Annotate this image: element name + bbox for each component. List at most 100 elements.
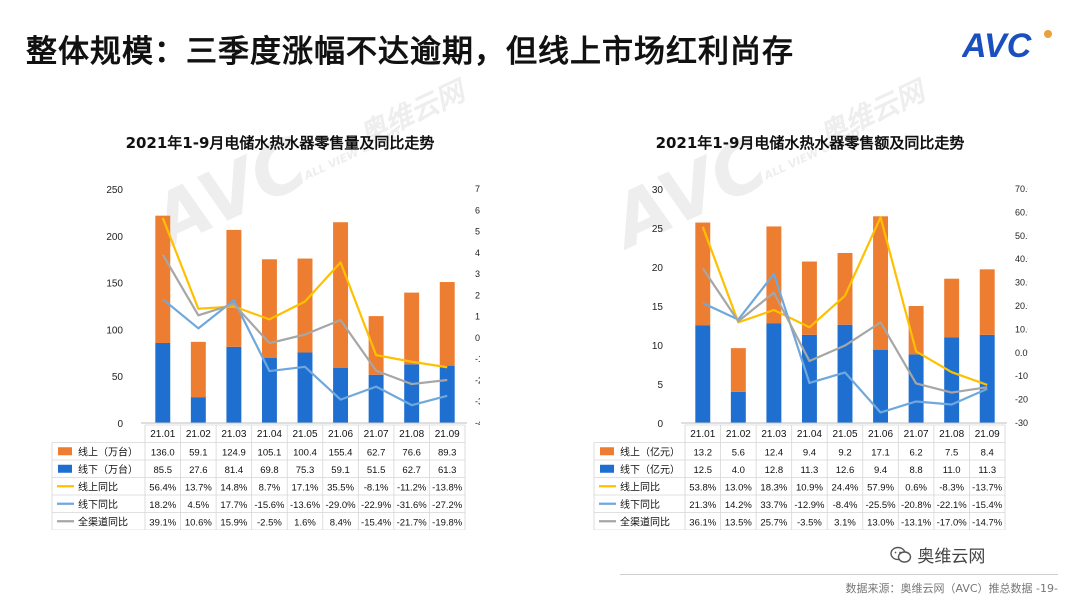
data-label: -13.6% [290, 500, 321, 511]
data-label: -22.9% [361, 500, 392, 511]
data-label: 17.7% [220, 500, 247, 511]
y2-tick-label: 40.0% [1015, 254, 1028, 264]
y2-tick-label: -10.0% [475, 354, 480, 364]
data-label: 24.4% [832, 482, 859, 493]
bar-online [226, 229, 242, 347]
legend-label: 全渠道同比 [620, 515, 670, 528]
y2-tick-label: -30.0% [475, 397, 480, 407]
x-tick-label: 21.02 [726, 429, 751, 440]
x-tick-label: 21.07 [904, 429, 929, 440]
data-label: 8.4 [981, 447, 994, 458]
data-label: 4.0 [732, 465, 745, 476]
bar-offline [190, 397, 206, 423]
data-label: -13.1% [901, 517, 932, 528]
data-label: 14.8% [220, 482, 247, 493]
y2-tick-label: 70.0% [1015, 184, 1028, 194]
page-title: 整体规模：三季度涨幅不达逾期，但线上市场红利尚存 [26, 34, 794, 70]
data-label: 13.0% [867, 517, 894, 528]
y2-tick-label: 50.0% [1015, 231, 1028, 241]
data-label: -27.2% [432, 500, 463, 511]
legend-label: 线下（亿元） [620, 463, 680, 476]
y2-tick-label: -30.0% [1015, 418, 1028, 428]
data-label: 76.6 [402, 447, 421, 458]
y-tick-label: 20 [652, 263, 664, 274]
data-label: 27.6 [189, 465, 208, 476]
bar-offline [908, 354, 924, 423]
data-label: 155.4 [329, 447, 353, 458]
data-label: 10.9% [796, 482, 823, 493]
bar-offline [873, 349, 889, 423]
data-label: 56.4% [149, 482, 176, 493]
data-label: -20.8% [901, 500, 932, 511]
bar-online [155, 215, 171, 343]
data-label: 100.4 [293, 447, 317, 458]
bar-offline [801, 334, 817, 423]
data-label: 18.2% [149, 500, 176, 511]
y2-tick-label: 20.0% [1015, 301, 1028, 311]
data-label: 17.1 [871, 447, 890, 458]
data-label: -19.8% [432, 517, 463, 528]
x-tick-label: 21.05 [292, 429, 317, 440]
logo-accent-dot [1044, 30, 1052, 38]
bar-online [944, 278, 960, 338]
data-label: 136.0 [151, 447, 175, 458]
data-label: 81.4 [225, 465, 244, 476]
bar-online [837, 252, 853, 325]
data-label: -15.4% [361, 517, 392, 528]
x-tick-label: 21.04 [257, 429, 282, 440]
x-tick-label: 21.06 [328, 429, 353, 440]
chart-title-volume: 2021年1-9月电储水热水器零售量及同比走势 [125, 134, 435, 152]
y-tick-label: 200 [106, 232, 123, 243]
y2-tick-label: 10.0% [1015, 324, 1028, 334]
data-label: 33.7% [760, 500, 787, 511]
y-tick-label: 50 [112, 372, 124, 383]
x-tick-label: 21.09 [435, 429, 460, 440]
data-label: 8.8 [910, 465, 923, 476]
data-label: -13.8% [432, 482, 463, 493]
y-tick-label: 0 [117, 419, 123, 430]
data-label: 25.7% [760, 517, 787, 528]
data-label: 59.1 [189, 447, 208, 458]
yoy-line [701, 267, 988, 394]
y2-tick-label: 20.0% [475, 290, 480, 300]
yoy-line [161, 254, 448, 386]
y2-tick-label: 30.0% [1015, 278, 1028, 288]
chart-volume: 0 50 100 150 200 250 -40.0% -30.0% -20.0% -10.0% 0… [51, 184, 480, 530]
bar-online [404, 292, 420, 365]
legend-label: 线下同比 [78, 498, 118, 511]
avc-logo: AVC [962, 27, 1052, 64]
wechat-label: 奥维云网 [917, 547, 986, 567]
wechat-account: 奥维云网 [890, 542, 985, 567]
data-label: -15.4% [972, 500, 1003, 511]
bar-online [730, 348, 746, 392]
data-label: 11.3 [801, 465, 819, 476]
bar-online [297, 258, 313, 353]
bar-offline [297, 352, 313, 423]
bar-offline [333, 367, 349, 423]
y2-tick-label: -20.0% [475, 375, 480, 385]
y2-tick-label: 70.0% [475, 184, 480, 194]
legend-swatch [600, 464, 614, 473]
data-label: 13.0% [725, 482, 752, 493]
bar-online [368, 316, 384, 375]
bar-offline [439, 365, 455, 423]
data-label: 12.5 [694, 465, 713, 476]
data-label: -12.9% [794, 500, 825, 511]
data-label: 12.8 [765, 465, 784, 476]
y-tick-label: 100 [106, 325, 123, 336]
x-tick-label: 21.02 [186, 429, 211, 440]
wechat-icon [890, 546, 912, 563]
data-label: -14.7% [972, 517, 1003, 528]
data-label: -13.7% [972, 482, 1003, 493]
x-tick-label: 21.06 [868, 429, 893, 440]
data-label: -21.7% [397, 517, 428, 528]
x-tick-label: 21.03 [221, 429, 246, 440]
x-tick-label: 21.05 [832, 429, 857, 440]
y2-tick-label: 40.0% [475, 248, 480, 258]
data-label: 13.2 [694, 447, 713, 458]
data-label: 11.3 [978, 465, 996, 476]
data-label: -22.1% [937, 500, 968, 511]
data-label: 5.6 [732, 447, 745, 458]
data-label: -15.6% [254, 500, 285, 511]
y-tick-label: 10 [652, 341, 664, 352]
